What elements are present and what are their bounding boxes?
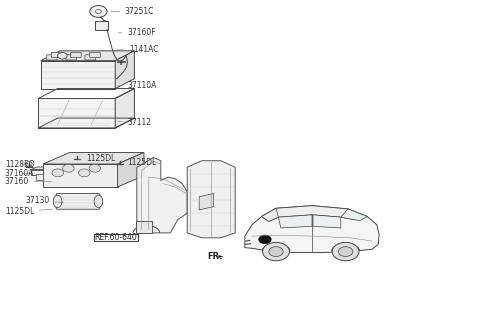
FancyBboxPatch shape <box>66 55 76 60</box>
Polygon shape <box>38 98 115 128</box>
FancyBboxPatch shape <box>85 55 96 60</box>
FancyBboxPatch shape <box>47 55 57 60</box>
Polygon shape <box>187 161 235 238</box>
FancyBboxPatch shape <box>119 57 124 62</box>
Polygon shape <box>199 194 214 210</box>
Polygon shape <box>115 51 134 89</box>
Polygon shape <box>41 61 115 89</box>
Text: 1125DL: 1125DL <box>78 154 116 163</box>
FancyBboxPatch shape <box>90 52 100 58</box>
Circle shape <box>338 247 353 256</box>
Text: 37112: 37112 <box>118 117 151 127</box>
Polygon shape <box>262 208 278 221</box>
Text: 1141AC: 1141AC <box>117 45 159 54</box>
Polygon shape <box>95 21 108 30</box>
Circle shape <box>78 169 90 177</box>
Text: 37110A: 37110A <box>118 81 156 91</box>
Circle shape <box>269 247 283 256</box>
Ellipse shape <box>94 195 103 208</box>
Text: 1125DL: 1125DL <box>121 158 156 167</box>
Circle shape <box>58 52 67 59</box>
Circle shape <box>89 164 101 172</box>
Polygon shape <box>46 167 51 175</box>
Ellipse shape <box>53 195 62 208</box>
Circle shape <box>52 169 63 177</box>
Text: 1125DL: 1125DL <box>5 207 52 216</box>
Circle shape <box>263 242 289 261</box>
Polygon shape <box>262 206 367 221</box>
Polygon shape <box>245 206 379 253</box>
Circle shape <box>73 154 80 158</box>
Polygon shape <box>118 153 144 187</box>
Text: 37251C: 37251C <box>111 7 154 16</box>
Circle shape <box>96 10 101 13</box>
Text: REF.60-640: REF.60-640 <box>94 233 137 242</box>
Polygon shape <box>115 89 134 128</box>
Polygon shape <box>43 153 144 164</box>
Circle shape <box>259 235 271 244</box>
Text: 1128EQ: 1128EQ <box>5 159 35 169</box>
Polygon shape <box>41 51 134 61</box>
Polygon shape <box>313 215 341 228</box>
Polygon shape <box>31 167 51 170</box>
Text: 37160F: 37160F <box>118 28 156 37</box>
Polygon shape <box>36 174 43 180</box>
Text: FR.: FR. <box>207 252 223 261</box>
Text: 37160A: 37160A <box>5 169 34 178</box>
Polygon shape <box>31 170 46 175</box>
FancyBboxPatch shape <box>71 52 81 58</box>
Text: 37160: 37160 <box>5 176 51 186</box>
Circle shape <box>25 162 32 166</box>
FancyBboxPatch shape <box>56 194 100 209</box>
Polygon shape <box>218 256 223 257</box>
Polygon shape <box>278 215 312 228</box>
Circle shape <box>62 164 74 172</box>
Polygon shape <box>341 209 367 221</box>
Circle shape <box>332 242 359 261</box>
FancyBboxPatch shape <box>94 234 138 241</box>
Polygon shape <box>137 157 187 233</box>
FancyBboxPatch shape <box>136 221 152 233</box>
Circle shape <box>117 158 123 163</box>
Circle shape <box>90 6 107 17</box>
FancyBboxPatch shape <box>51 52 62 58</box>
Text: 37130: 37130 <box>25 196 63 205</box>
Polygon shape <box>43 164 118 187</box>
